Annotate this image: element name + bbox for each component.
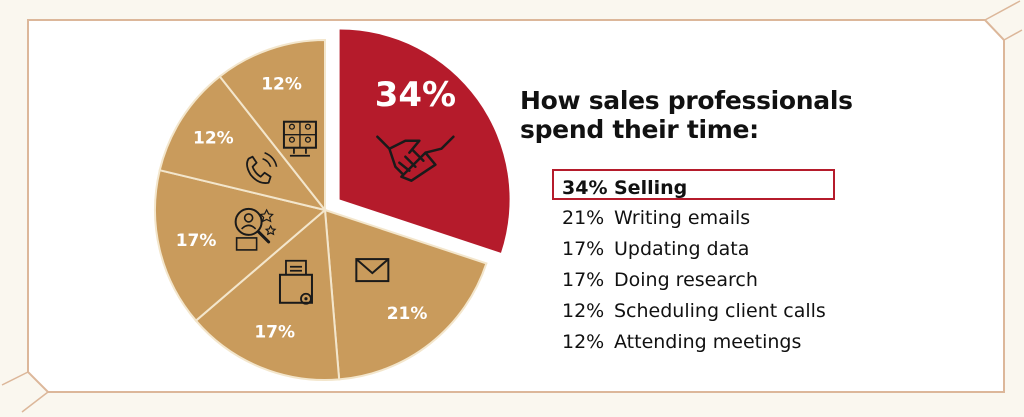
- slice-label-updating-data: 17%: [254, 323, 295, 343]
- legend-label: Attending meetings: [614, 331, 802, 353]
- legend-percent: 12%: [562, 300, 605, 322]
- chart-title: How sales professionals spend their time…: [520, 86, 853, 144]
- legend-item-updating-data: 17% Updating data: [562, 234, 826, 265]
- legend-percent: 34%: [562, 177, 608, 199]
- legend-item-attending-meetings: 12% Attending meetings: [562, 327, 826, 358]
- pie-slice-writing-emails: [323, 208, 488, 381]
- legend-percent: 17%: [562, 238, 605, 260]
- phone-icon: [246, 151, 278, 184]
- legend-item-scheduling-client-calls: 12% Scheduling client calls: [562, 296, 826, 327]
- legend: 34% Selling 21% Writing emails 17% Updating…: [552, 169, 835, 358]
- pie-slice-doing-research: [154, 168, 328, 323]
- legend-label: Selling: [614, 177, 688, 199]
- pie-slice-selling: [339, 29, 510, 253]
- legend-percent: 21%: [562, 207, 605, 229]
- slice-label-writing-emails: 21%: [387, 304, 428, 324]
- legend-highlight-box: [552, 169, 835, 200]
- legend-label: Scheduling client calls: [614, 300, 826, 322]
- pie-slice-attending-meetings: [218, 38, 326, 213]
- handshake-icon: [376, 135, 455, 182]
- legend-percent: 12%: [562, 331, 605, 353]
- slice-label-selling: 34%: [375, 75, 456, 115]
- video-meeting-icon: [282, 120, 317, 157]
- legend-label: Doing research: [614, 269, 758, 291]
- legend-label: Updating data: [614, 238, 750, 260]
- envelope-icon: [355, 258, 390, 283]
- legend-item-selling: 34% Selling: [552, 169, 835, 204]
- legend-item-doing-research: 17% Doing research: [562, 265, 826, 296]
- legend-label: Writing emails: [614, 207, 751, 229]
- slice-label-scheduling-client-calls: 12%: [193, 128, 234, 148]
- legend-item-writing-emails: 21% Writing emails: [562, 203, 826, 234]
- pie-slice-scheduling-client-calls: [158, 75, 328, 212]
- magnifier-profile-icon: [234, 207, 277, 251]
- legend-percent: 17%: [562, 269, 605, 291]
- document-gear-icon: [278, 259, 313, 305]
- slice-label-doing-research: 17%: [176, 231, 217, 251]
- pie-slice-updating-data: [194, 207, 341, 381]
- slice-label-attending-meetings: 12%: [261, 75, 302, 95]
